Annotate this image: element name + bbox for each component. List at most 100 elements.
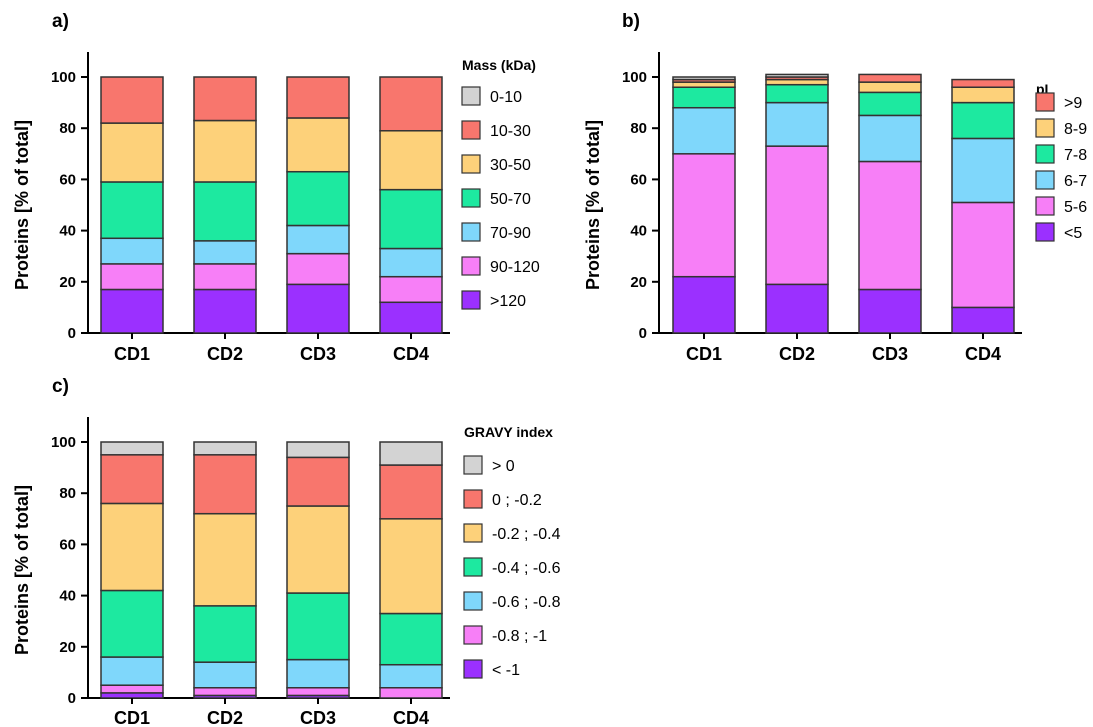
bar-segment	[672, 86, 736, 109]
legend-swatch	[1035, 222, 1055, 242]
legend-swatch	[463, 625, 483, 645]
x-tick-label: CD2	[779, 344, 815, 364]
y-tick-label: 80	[630, 120, 647, 137]
bar-segment	[858, 73, 922, 83]
bar-segment	[951, 101, 1015, 140]
legend-swatch	[461, 222, 481, 242]
x-tick-label: CD4	[393, 344, 429, 364]
bar-segment	[379, 275, 443, 304]
bar-segment	[100, 263, 164, 291]
bar-segment	[193, 454, 257, 515]
bar-segment	[193, 119, 257, 183]
bar-segment	[286, 224, 350, 255]
legend-entry: -0.2 ; -0.4	[492, 526, 561, 543]
bar-segment	[193, 661, 257, 689]
y-tick-label: 0	[68, 325, 76, 342]
x-tick-label: CD4	[965, 344, 1001, 364]
bar-segment	[379, 441, 443, 466]
legend-swatch	[463, 591, 483, 611]
x-tick-label: CD1	[114, 344, 150, 364]
bar-segment	[193, 687, 257, 697]
bar-segment	[193, 76, 257, 122]
bar-segment	[286, 76, 350, 119]
bar-segment	[100, 589, 164, 658]
legend-swatch	[1035, 144, 1055, 164]
bar-segment	[193, 288, 257, 334]
legend-entry: >9	[1064, 95, 1082, 112]
legend-entry: 70-90	[490, 225, 531, 242]
y-tick-label: 0	[639, 325, 647, 342]
x-tick-label: CD1	[114, 708, 150, 727]
bar-segment	[858, 160, 922, 291]
bar-segment	[379, 76, 443, 132]
bar-segment	[765, 101, 829, 147]
x-tick-label: CD3	[300, 708, 336, 727]
legend-entry: < -1	[492, 662, 520, 679]
legend-swatch	[1035, 170, 1055, 190]
y-tick-label: 0	[68, 690, 76, 707]
legend-swatch	[461, 290, 481, 310]
legend-swatch	[463, 659, 483, 679]
legend-swatch	[463, 523, 483, 543]
y-tick-label: 60	[59, 171, 76, 188]
bar-segment	[286, 505, 350, 594]
bar-segment	[193, 441, 257, 456]
bar-segment	[193, 181, 257, 242]
bar-segment	[100, 441, 164, 456]
bar-segment	[379, 612, 443, 666]
y-tick-label: 100	[51, 69, 76, 86]
y-tick-label: 60	[630, 171, 647, 188]
legend-entry: <5	[1064, 225, 1082, 242]
bar-segment	[379, 188, 443, 250]
bar-segment	[100, 288, 164, 334]
bar-segment	[286, 456, 350, 507]
y-tick-label: 40	[630, 223, 647, 240]
panel-label: c)	[52, 376, 69, 397]
legend-entry: -0.4 ; -0.6	[492, 560, 561, 577]
bar-segment	[193, 263, 257, 291]
y-tick-label: 20	[630, 274, 647, 291]
bar-segment	[858, 288, 922, 334]
x-tick-label: CD3	[300, 344, 336, 364]
legend-swatch	[1035, 196, 1055, 216]
bar-segment	[379, 464, 443, 520]
legend-swatch	[461, 154, 481, 174]
bar-segment	[672, 153, 736, 278]
y-tick-label: 100	[51, 434, 76, 451]
legend-entry: 7-8	[1064, 147, 1087, 164]
y-tick-label: 40	[59, 223, 76, 240]
chart-panel-3: c) Proteins [% of total] 0 20 40 60 80 100 CD1 CD…	[12, 376, 561, 727]
legend-swatch	[463, 489, 483, 509]
legend-entry: 0-10	[490, 89, 522, 106]
legend-entry: 6-7	[1064, 173, 1087, 190]
legend-entry: > 0	[492, 458, 515, 475]
bar-segment	[765, 78, 829, 86]
x-tick-label: CD3	[872, 344, 908, 364]
y-axis-label: Proteins [% of total]	[12, 120, 32, 290]
bar-segment	[858, 91, 922, 117]
bar-segment	[379, 130, 443, 191]
chart-panel-2: b) Proteins [% of total] 0 20 40 60 80 100 CD1 CD…	[583, 11, 1087, 364]
bar-segment	[100, 692, 164, 699]
bar-segment	[100, 454, 164, 505]
chart-panel-1: a) Proteins [% of total] 0 20 40 60 80 100 CD1 CD…	[12, 11, 540, 364]
legend-entry: 8-9	[1064, 121, 1087, 138]
bar-segment	[858, 114, 922, 163]
bar-segment	[379, 301, 443, 334]
bar-segment	[100, 76, 164, 124]
y-tick-label: 20	[59, 639, 76, 656]
y-axis-label: Proteins [% of total]	[12, 485, 32, 655]
bar-segment	[286, 658, 350, 689]
bar-segment	[286, 283, 350, 334]
legend-swatch	[461, 86, 481, 106]
bar-segment	[286, 117, 350, 173]
legend-entry: 10-30	[490, 123, 531, 140]
bar-segment	[672, 106, 736, 155]
y-tick-label: 20	[59, 274, 76, 291]
y-tick-label: 40	[59, 588, 76, 605]
legend-swatch	[1035, 92, 1055, 112]
bar-segment	[951, 78, 1015, 88]
bar-segment	[765, 73, 829, 78]
x-tick-label: CD4	[393, 708, 429, 727]
